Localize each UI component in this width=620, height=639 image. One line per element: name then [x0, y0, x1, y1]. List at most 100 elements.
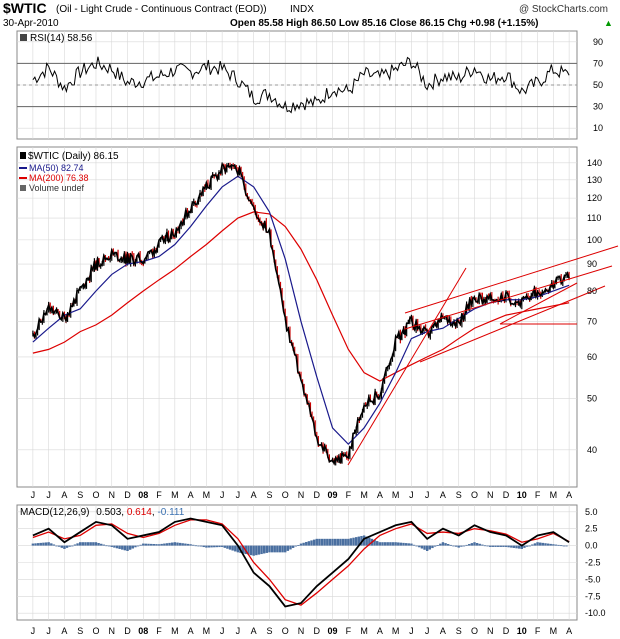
macd-hist-bar: [373, 539, 376, 546]
macd-hist-bar: [184, 543, 187, 546]
macd-hist-bar: [444, 543, 447, 546]
macd-hist-bar: [539, 542, 542, 546]
macd-hist-bar: [323, 538, 326, 546]
trendline-support-2009: [347, 267, 467, 466]
x-axis-label: N: [108, 626, 115, 636]
macd-hist-bar: [344, 538, 347, 546]
macd-hist-bar: [89, 542, 92, 546]
x-axis-label: A: [188, 626, 194, 636]
x-axis-labels-bottom: J J A S O N D 08 F M A M J J A S O N D 09 F M A M J J A S O N D 10 F M A: [31, 626, 572, 636]
price-tick-label: 80: [587, 286, 597, 296]
macd-tick-label: -10.0: [585, 608, 606, 618]
x-axis-label: S: [456, 626, 462, 636]
rsi-legend: RSI(14) 58.56: [30, 33, 93, 44]
x-axis-label: M: [392, 626, 400, 636]
macd-hist-bar: [115, 545, 119, 549]
macd-hist-bar: [502, 545, 505, 547]
macd-hist-bar: [368, 537, 371, 546]
macd-hist-bar: [355, 537, 358, 546]
x-axis-label: O: [471, 626, 478, 636]
x-axis-label: M: [360, 490, 368, 500]
x-axis-label: A: [188, 490, 194, 500]
rsi-tick-label: 10: [593, 123, 603, 133]
x-axis-label: 09: [328, 626, 338, 636]
x-axis-label: J: [409, 490, 414, 500]
x-axis-label: D: [314, 626, 321, 636]
x-axis-label: A: [377, 626, 383, 636]
macd-hist-bar: [223, 545, 226, 548]
macd-hist-bar: [318, 538, 321, 546]
macd-hist-bar: [517, 545, 521, 549]
x-axis-label: 08: [138, 490, 148, 500]
macd-hist-bar: [260, 545, 263, 555]
macd-hist-bar: [523, 545, 526, 548]
price-tick-label: 120: [587, 193, 602, 203]
macd-hist-bar: [544, 543, 547, 546]
macd-tick-label: 5.0: [585, 507, 598, 517]
macd-hist-bar: [215, 545, 219, 548]
macd-hist-bar: [307, 541, 311, 546]
macd-hist-bar: [173, 542, 177, 546]
macd-hist-bar: [44, 542, 48, 546]
x-axis-label: A: [440, 626, 446, 636]
macd-hist-bar: [278, 545, 282, 553]
macd-hist-bar: [533, 543, 537, 546]
macd-hist-bar: [81, 542, 85, 546]
x-axis-label: F: [156, 626, 162, 636]
macd-hist-bar: [549, 543, 552, 546]
macd-hist-bar: [391, 542, 395, 546]
x-axis-label: J: [46, 626, 51, 636]
price-ticks: 140 130 120 110 100 90 80 70 60 50 40: [587, 158, 602, 455]
macd-hist-bar: [489, 545, 492, 547]
x-axis-label: 08: [138, 626, 148, 636]
macd-hist-bar: [68, 545, 71, 547]
macd-legend-value: 0.503: [96, 507, 121, 518]
rsi-panel: RSI(14) 58.56 90 70 50 30 10: [16, 30, 603, 140]
x-axis-label: M: [392, 490, 400, 500]
macd-hist-bar: [320, 538, 324, 546]
x-axis-label: J: [425, 490, 430, 500]
macd-hist-bar: [257, 545, 261, 555]
macd-hist-bar: [226, 545, 229, 549]
price-tick-label: 70: [587, 317, 597, 327]
x-axis-label: O: [471, 490, 478, 500]
macd-hist-bar: [79, 542, 82, 546]
macd-hist-bar: [328, 538, 332, 546]
macd-hist-bar: [94, 542, 98, 546]
x-axis-label: S: [456, 490, 462, 500]
x-axis-label: D: [503, 490, 510, 500]
macd-hist-bar: [378, 542, 382, 546]
macd-hist-bar: [31, 543, 35, 546]
macd-hist-bar: [454, 545, 458, 547]
macd-hist-bar: [55, 545, 58, 547]
macd-hist-bar: [486, 545, 489, 547]
macd-hist-bar: [407, 543, 410, 546]
rsi-line: [32, 56, 570, 114]
macd-hist-bar: [92, 542, 95, 546]
macd-hist-bar: [420, 545, 424, 549]
macd-hist-bar: [386, 542, 389, 546]
macd-hist-bar: [333, 538, 337, 546]
macd-legend: MACD(12,26,9) 0.503, 0.614, -0.111: [20, 507, 185, 518]
macd-hist-bar: [134, 545, 137, 548]
macd-hist-bar: [84, 542, 87, 546]
macd-hist-bar: [207, 545, 211, 548]
macd-tick-label: -2.5: [585, 558, 601, 568]
macd-hist-bar: [389, 542, 392, 546]
macd-hist-bar: [431, 545, 434, 549]
macd-hist-bar: [557, 544, 560, 546]
volume-legend: Volume undef: [29, 183, 85, 193]
macd-hist-bar: [39, 542, 42, 546]
macd-hist-bar: [546, 543, 550, 546]
macd-hist-bar: [118, 545, 121, 549]
ma200-legend: MA(200) 76.38: [29, 173, 89, 183]
macd-hist-bar: [507, 545, 510, 548]
macd-hist-bar: [34, 543, 37, 546]
macd-hist-bar: [42, 542, 45, 546]
macd-hist-bar: [147, 543, 150, 546]
macd-hist-bar: [202, 545, 205, 548]
trendline-wedge-lower: [499, 282, 578, 325]
macd-hist-bar: [347, 538, 350, 546]
macd-hist-bar: [315, 538, 318, 546]
x-axis-label: N: [487, 490, 494, 500]
